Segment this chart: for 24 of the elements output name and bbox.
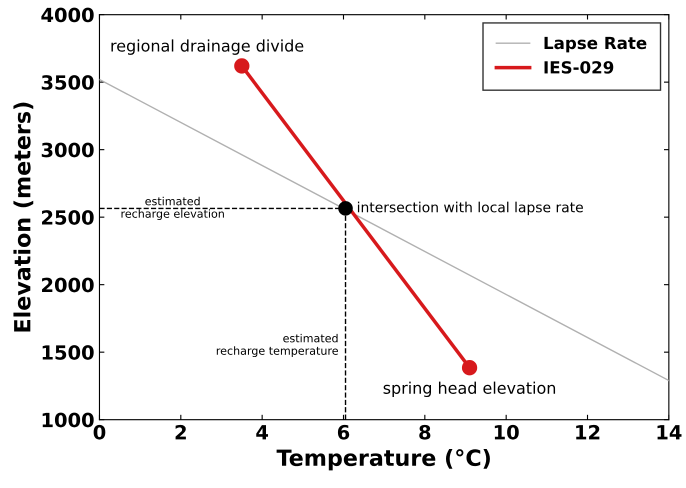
y-tick-label: 3000 (42, 142, 94, 158)
x-tick-label: 2 (176, 424, 186, 440)
y-axis-title: Elevation (meters) (13, 102, 34, 332)
x-tick-label: 14 (658, 425, 682, 440)
legend-label: Lapse Rate (544, 36, 646, 52)
x-tick-label: 8 (419, 424, 430, 440)
annotation: spring head elevation (384, 382, 556, 398)
y-tick-label: 1500 (42, 345, 94, 360)
annotation: estimated recharge temperature (216, 334, 338, 358)
x-tick-label: 6 (338, 424, 350, 440)
y-tick-label: 1000 (42, 412, 94, 428)
annotation: regional drainage divide (111, 39, 304, 55)
legend-label: IES-029 (544, 61, 614, 74)
x-axis-title: Temperature (°C) (276, 448, 490, 470)
annotation: estimated recharge elevation (122, 196, 224, 220)
x-tick-label: 4 (256, 425, 268, 440)
y-tick-label: 4000 (41, 8, 94, 22)
y-tick-label: 2500 (42, 210, 94, 225)
y-tick-label: 2000 (42, 278, 94, 292)
x-tick-label: 12 (576, 424, 600, 440)
x-tick-label: 10 (494, 424, 519, 440)
x-tick-label: 0 (94, 424, 106, 440)
annotation: intersection with local lapse rate (358, 202, 583, 216)
y-tick-label: 3500 (42, 75, 94, 90)
